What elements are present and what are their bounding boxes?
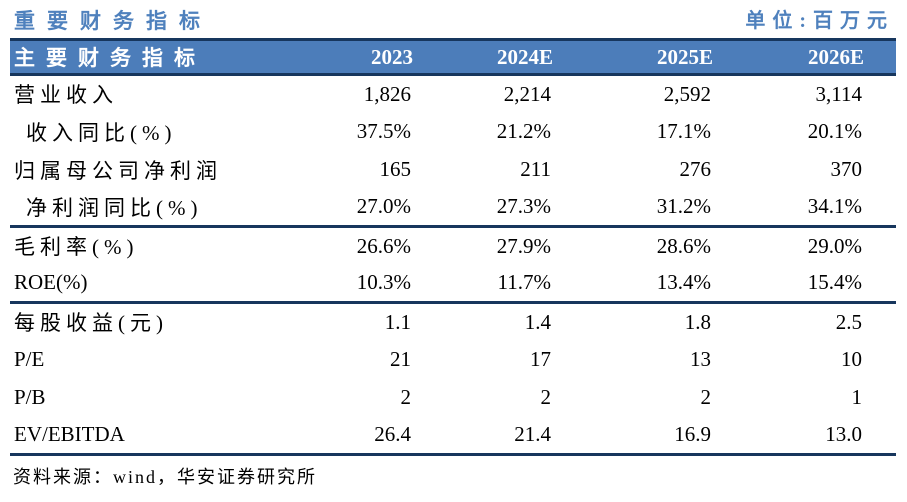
cell-value: 2,214 [503, 81, 551, 106]
cell-value: 26.6% [356, 233, 411, 258]
cell-value: 2 [700, 385, 712, 409]
cell-value: 211 [520, 157, 551, 181]
table-row: 营业收入 1,826 2,214 2,592 3,114 [10, 75, 896, 113]
cell-value: 1.8 [684, 309, 711, 334]
row-label: 营业收入 [14, 83, 118, 108]
cell-value: 13.4% [656, 270, 711, 295]
col-header-2026e: 2026E [807, 44, 864, 69]
row-label: 净利润同比(%) [26, 195, 203, 220]
row-label: ROE(%) [14, 270, 88, 295]
row-label: 每股收益(元) [14, 311, 168, 336]
cell-value: 13.0 [825, 422, 862, 447]
source-note: 资料来源：wind，华安证券研究所 [13, 467, 317, 487]
cell-value: 1,826 [363, 81, 411, 106]
col-header-metric: 主要财务指标 [14, 46, 206, 70]
header-row: 主要财务指标 2023 2024E 2025E 2026E [10, 39, 896, 75]
row-label: 收入同比(%) [26, 120, 177, 145]
col-header-2024e: 2024E [496, 44, 553, 69]
page-title: 重要财务指标 [14, 9, 212, 33]
cell-value: 15.4% [807, 270, 862, 295]
cell-value: 370 [830, 157, 863, 181]
row-label: P/B [14, 385, 46, 409]
cell-value: 29.0% [807, 233, 862, 258]
cell-value: 27.9% [496, 233, 551, 258]
table-row: 毛利率(%) 26.6% 27.9% 28.6% 29.0% [10, 227, 896, 265]
cell-value: 11.7% [497, 270, 551, 295]
table-row: P/B 2 2 2 1 [10, 379, 896, 417]
table-row: 收入同比(%) 37.5% 21.2% 17.1% 20.1% [10, 113, 896, 151]
col-header-2023: 2023 [371, 44, 413, 69]
table-header: 主要财务指标 2023 2024E 2025E 2026E [10, 39, 896, 75]
table-row: ROE(%) 10.3% 11.7% 13.4% 15.4% [10, 265, 896, 303]
cell-value: 276 [679, 157, 712, 181]
cell-value: 28.6% [656, 233, 711, 258]
cell-value: 3,114 [815, 81, 862, 106]
cell-value: 21.4 [514, 422, 551, 447]
cell-value: 20.1% [807, 119, 862, 143]
cell-value: 2 [540, 385, 552, 409]
table-row: 每股收益(元) 1.1 1.4 1.8 2.5 [10, 303, 896, 341]
table-row: 归属母公司净利润 165 211 276 370 [10, 151, 896, 189]
cell-value: 34.1% [807, 194, 862, 219]
table-caption-row: 重要财务指标 单位:百万元 [10, 4, 896, 36]
cell-value: 21.2% [496, 119, 551, 143]
row-label: EV/EBITDA [14, 422, 125, 447]
cell-value: 16.9 [674, 422, 711, 447]
cell-value: 21 [390, 347, 411, 371]
cell-value: 2 [400, 385, 412, 409]
table-section: 毛利率(%) 26.6% 27.9% 28.6% 29.0% ROE(%) 10.3% 11.… [10, 227, 896, 303]
row-label: P/E [14, 347, 45, 371]
table-section: 营业收入 1,826 2,214 2,592 3,114 收入同比(%) 37.5% 21.2… [10, 75, 896, 227]
cell-value: 37.5% [356, 119, 411, 143]
financial-table: 主要财务指标 2023 2024E 2025E 2026E 营业收入 1,826 2… [10, 38, 896, 456]
cell-value: 1.1 [384, 309, 411, 334]
cell-value: 27.0% [356, 194, 411, 219]
table-row: P/E 21 17 13 10 [10, 341, 896, 379]
cell-value: 27.3% [496, 194, 551, 219]
report-page: 重要财务指标 单位:百万元 主要财务指标 2023 2024E 2025E 20… [10, 4, 896, 487]
cell-value: 2,592 [663, 81, 711, 106]
cell-value: 2.5 [835, 309, 862, 334]
cell-value: 1.4 [524, 309, 551, 334]
cell-value: 26.4 [374, 422, 411, 447]
cell-value: 10.3% [356, 270, 411, 295]
table-section: 每股收益(元) 1.1 1.4 1.8 2.5 P/E 21 17 13 10 P/B 2 2 2 1 EV/… [10, 303, 896, 455]
cell-value: 1 [851, 385, 863, 409]
cell-value: 31.2% [656, 194, 711, 219]
cell-value: 10 [841, 347, 862, 371]
cell-value: 13 [690, 347, 711, 371]
table-row: EV/EBITDA 26.4 21.4 16.9 13.0 [10, 417, 896, 455]
unit-label: 单位:百万元 [745, 10, 894, 32]
cell-value: 17.1% [656, 119, 711, 143]
cell-value: 165 [379, 157, 412, 181]
row-label: 归属母公司净利润 [14, 158, 222, 183]
cell-value: 17 [530, 347, 551, 371]
col-header-2025e: 2025E [656, 44, 713, 69]
row-label: 毛利率(%) [14, 235, 139, 260]
table-row: 净利润同比(%) 27.0% 27.3% 31.2% 34.1% [10, 189, 896, 227]
